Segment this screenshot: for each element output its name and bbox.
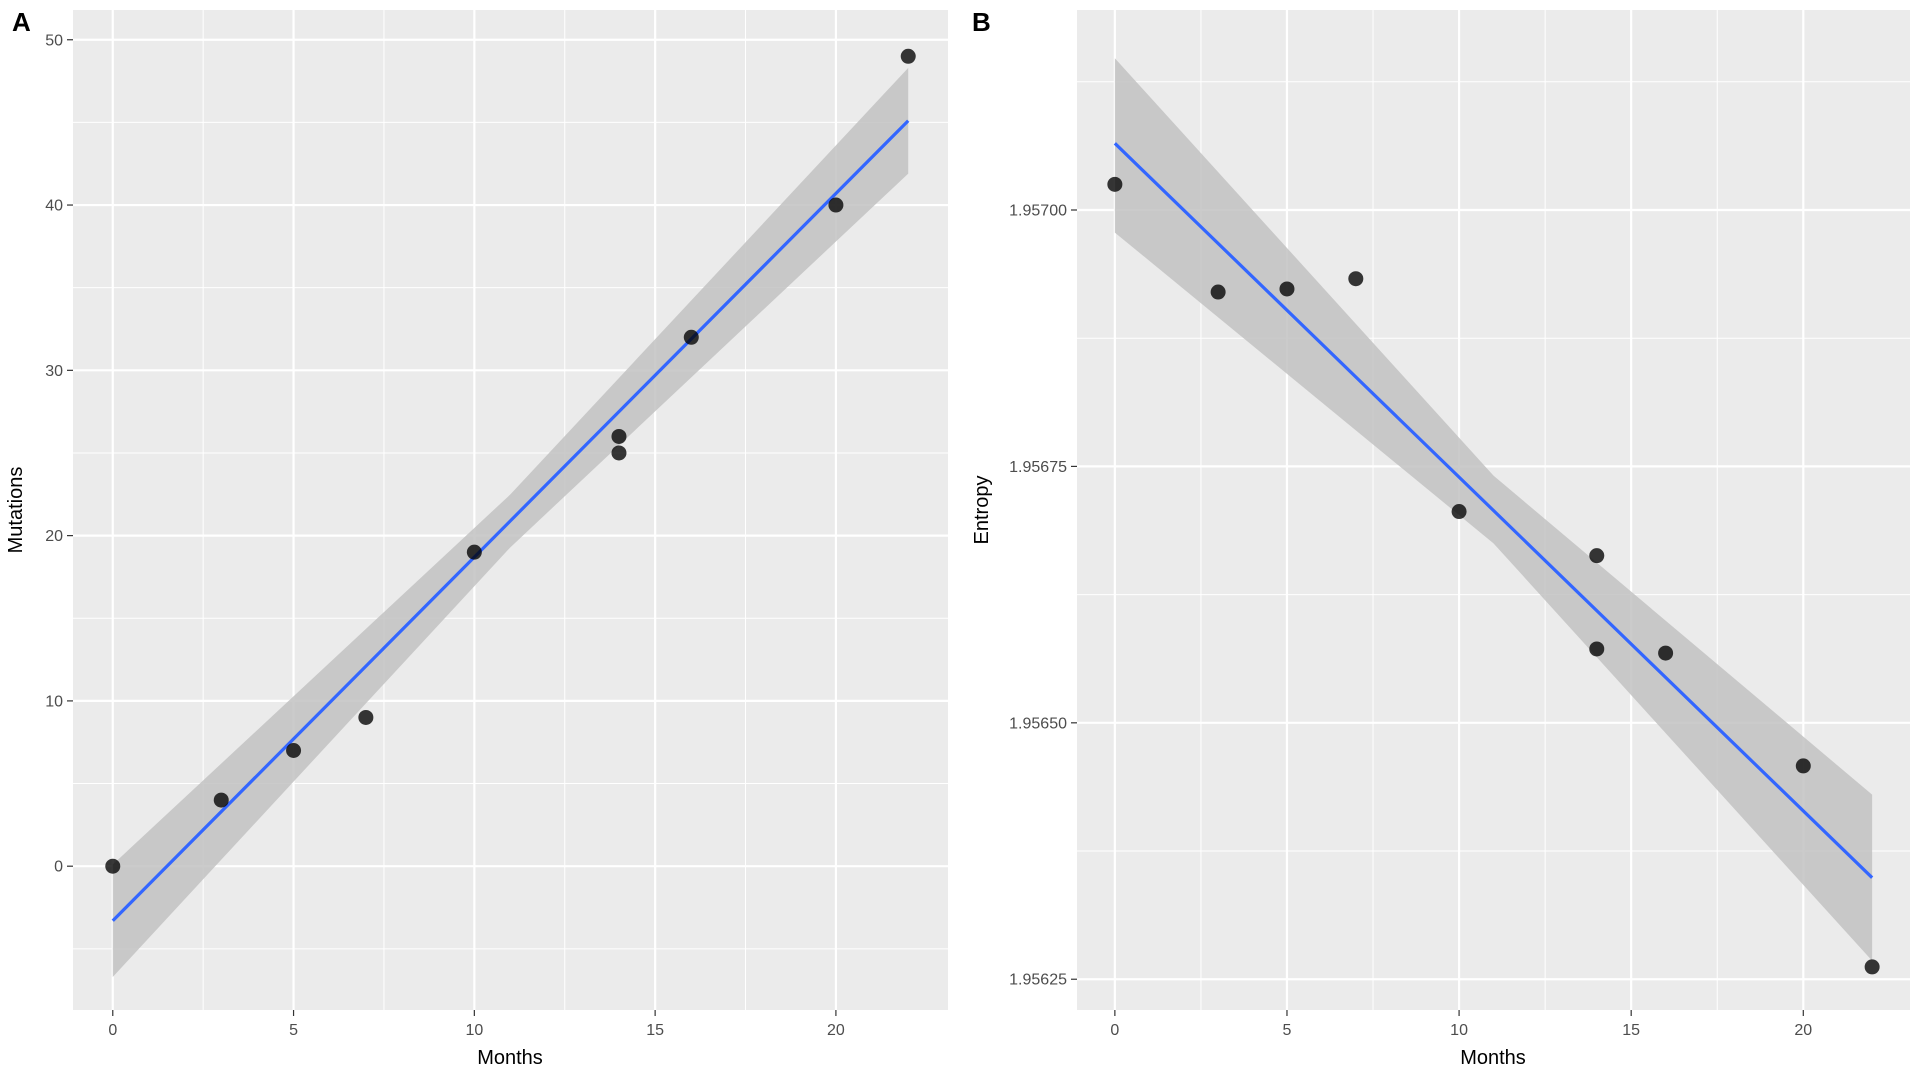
- x-tick-label: 0: [1110, 1022, 1119, 1039]
- y-tick-label: 40: [45, 198, 63, 215]
- y-tick-label: 1.95675: [1009, 459, 1067, 476]
- data-point: [611, 428, 627, 444]
- x-tick-label: 10: [465, 1022, 483, 1039]
- data-point: [1279, 281, 1295, 297]
- y-tick-label: 1.95650: [1009, 715, 1067, 732]
- y-tick-label: 20: [45, 528, 63, 545]
- data-point: [1107, 176, 1123, 192]
- y-tick-label: 1.95700: [1009, 203, 1067, 220]
- panel-b-tag: B: [972, 7, 991, 37]
- data-point: [1658, 645, 1674, 661]
- data-point: [1864, 959, 1880, 975]
- data-point: [286, 742, 302, 758]
- data-point: [105, 858, 121, 874]
- data-point: [1348, 271, 1364, 287]
- data-point: [466, 544, 482, 560]
- x-tick-label: 15: [1622, 1022, 1640, 1039]
- data-point: [900, 48, 916, 64]
- x-tick-label: 20: [827, 1022, 845, 1039]
- x-tick-label: 15: [646, 1022, 664, 1039]
- y-axis-title: Entropy: [971, 476, 993, 545]
- data-point: [1589, 548, 1605, 564]
- data-point: [213, 792, 229, 808]
- data-point: [1795, 758, 1811, 774]
- data-point: [683, 329, 699, 345]
- regression-line: [111, 119, 910, 922]
- x-tick-label: 10: [1450, 1022, 1468, 1039]
- data-point: [828, 197, 844, 213]
- x-tick-label: 5: [289, 1022, 298, 1039]
- x-axis-title: Months: [477, 1047, 543, 1069]
- panel-a-tag: A: [12, 7, 31, 37]
- y-axis-title: Mutations: [5, 467, 27, 554]
- y-tick-label: 30: [45, 363, 63, 380]
- panel-b: B 0 5 10 15 20 1.95625 1.95650 1.95675 1.95700 Mon…: [971, 7, 1910, 1069]
- y-tick-label: 10: [45, 693, 63, 710]
- x-tick-label: 20: [1794, 1022, 1812, 1039]
- x-axis-title: Months: [1460, 1047, 1526, 1069]
- data-point: [1589, 641, 1605, 657]
- regression-line: [1113, 142, 1874, 879]
- panel-a: A 0 5 10 15 20 0 10 20 30 40 50 Months Mutations: [5, 7, 948, 1069]
- data-point: [1451, 504, 1467, 520]
- y-tick-label: 1.95625: [1009, 972, 1067, 989]
- data-point: [1210, 284, 1226, 300]
- data-point: [358, 709, 374, 725]
- x-tick-label: 5: [1283, 1022, 1292, 1039]
- x-tick-label: 0: [108, 1022, 117, 1039]
- data-point: [611, 445, 627, 461]
- y-tick-label: 50: [45, 32, 63, 49]
- y-tick-label: 0: [54, 859, 63, 876]
